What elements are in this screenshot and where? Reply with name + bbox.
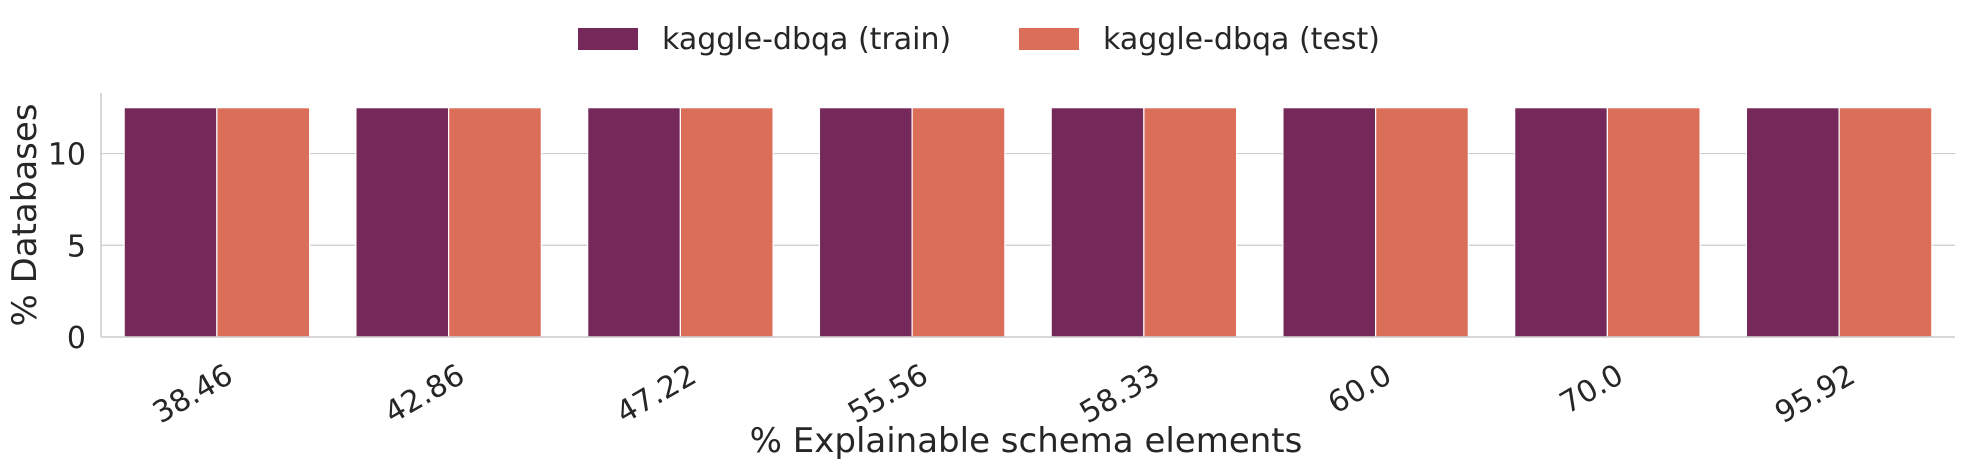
legend-label-train: kaggle-dbqa (train): [662, 22, 951, 57]
x-tick-label: 95.92: [1769, 358, 1861, 431]
bar-test-55.56: [911, 107, 1006, 338]
y-tick-label: 5: [67, 229, 86, 264]
bar-test-95.92: [1838, 107, 1933, 338]
x-tick-label: 42.86: [379, 358, 471, 431]
bar-test-70.0: [1606, 107, 1701, 338]
bar-train-47.22: [587, 107, 681, 338]
bar-train-58.33: [1050, 107, 1145, 338]
x-axis-label: % Explainable schema elements: [750, 421, 1303, 461]
bar-test-58.33: [1143, 107, 1238, 338]
x-tick-label: 70.0: [1554, 358, 1629, 422]
bar-test-60.0: [1375, 107, 1469, 338]
x-tick-label: 58.33: [1074, 358, 1166, 431]
bars: [123, 107, 1933, 338]
x-tick-label: 60.0: [1322, 358, 1397, 422]
bar-test-47.22: [679, 107, 774, 338]
y-tick-label: 0: [67, 321, 86, 356]
bar-train-42.86: [355, 107, 450, 338]
x-tick-label: 55.56: [842, 358, 934, 431]
legend-label-test: kaggle-dbqa (test): [1103, 22, 1380, 57]
bar-test-42.86: [448, 107, 542, 338]
bar-test-38.46: [216, 107, 311, 338]
x-tick-label: 47.22: [610, 358, 702, 431]
axes: [100, 93, 1955, 338]
y-tick-label: 10: [48, 138, 86, 173]
bar-train-60.0: [1282, 107, 1377, 338]
bar-train-70.0: [1514, 107, 1608, 338]
x-tick-labels: 38.46 42.86 47.22 55.56 58.33 60.0 70.0 95.92: [147, 358, 1861, 431]
bar-train-38.46: [123, 107, 218, 338]
y-axis-label: % Databases: [5, 103, 45, 326]
legend-swatch-test: [1019, 28, 1079, 50]
legend-swatch-train: [578, 28, 638, 50]
legend: kaggle-dbqa (train) kaggle-dbqa (test): [578, 22, 1380, 57]
x-tick-label: 38.46: [147, 358, 239, 431]
bar-train-95.92: [1745, 107, 1840, 338]
y-tick-labels: 0 5 10: [48, 138, 86, 356]
bar-train-55.56: [818, 107, 913, 338]
